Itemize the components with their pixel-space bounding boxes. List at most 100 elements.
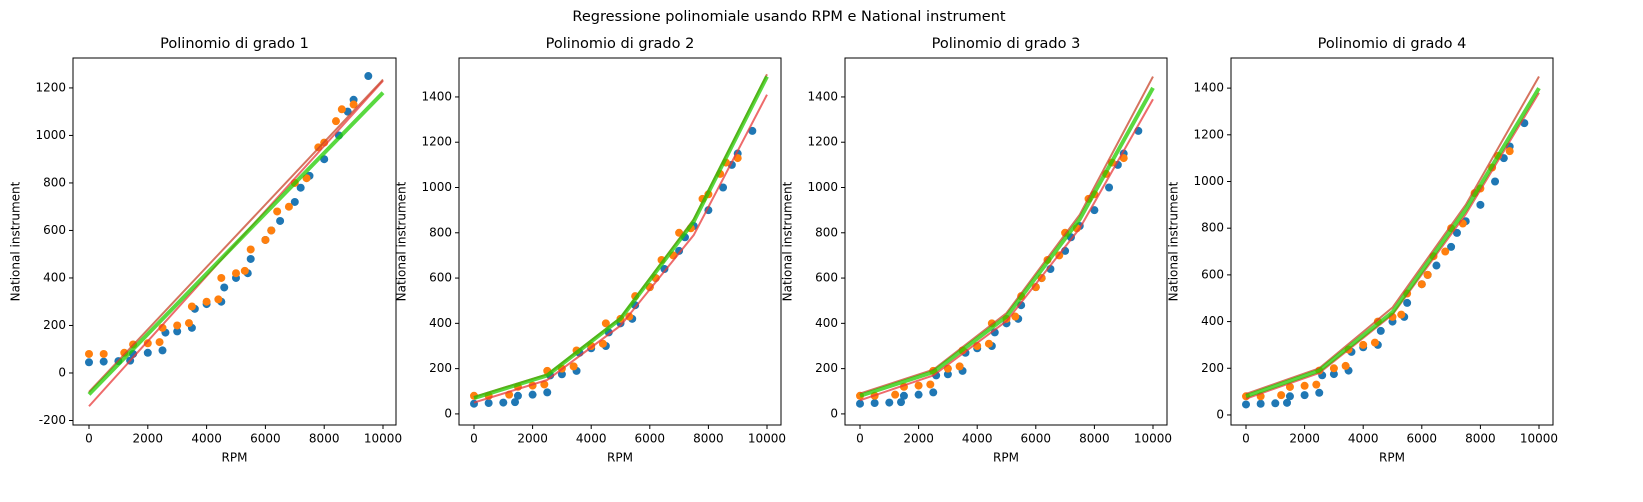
fit-line <box>88 78 384 393</box>
y-tick-label: 400 <box>815 316 838 330</box>
data-point <box>273 207 282 216</box>
data-point <box>187 302 196 311</box>
y-tick-label: 400 <box>43 270 66 284</box>
data-point <box>1359 340 1368 349</box>
axes-frame <box>458 57 782 426</box>
x-tick-label: 10000 <box>364 432 402 446</box>
data-point <box>173 327 182 336</box>
x-tick-label: 10000 <box>1520 432 1558 446</box>
y-tick-label: 1400 <box>807 89 838 103</box>
data-point <box>943 370 952 379</box>
data-point <box>1315 388 1324 397</box>
data-point <box>484 399 493 408</box>
y-tick-label: 600 <box>43 223 66 237</box>
y-tick-label: 200 <box>429 361 452 375</box>
x-tick-label: 4000 <box>962 432 993 446</box>
data-point <box>499 398 508 407</box>
data-point <box>1476 200 1485 209</box>
x-tick-label: 6000 <box>1407 432 1438 446</box>
data-point <box>1271 399 1280 408</box>
axes-frame <box>844 57 1168 426</box>
data-point <box>1423 270 1432 279</box>
y-tick-label: 200 <box>43 318 66 332</box>
y-tick-label: 400 <box>1201 314 1224 328</box>
x-tick-label: 2000 <box>903 432 934 446</box>
y-tick-label: 600 <box>815 271 838 285</box>
data-point <box>660 265 669 274</box>
fit-line <box>1245 92 1540 400</box>
y-tick-label: 600 <box>429 271 452 285</box>
data-point <box>1397 310 1406 319</box>
fit-line <box>859 98 1154 402</box>
data-point <box>331 117 340 126</box>
x-tick-label: 4000 <box>576 432 607 446</box>
data-point <box>1105 183 1114 192</box>
y-axis-label: National instrument <box>9 181 23 301</box>
y-tick-label: 1000 <box>1193 174 1224 188</box>
data-point <box>184 319 193 328</box>
subplot: Polinomio di grado 1 RPM National instrume… <box>9 36 403 465</box>
data-point <box>1090 206 1099 215</box>
data-point <box>926 380 935 389</box>
data-point <box>1312 380 1321 389</box>
y-tick-label: 1400 <box>1193 81 1224 95</box>
data-point <box>99 349 108 358</box>
data-point <box>914 381 923 390</box>
y-tick-label: 1200 <box>807 135 838 149</box>
x-axis-label: RPM <box>222 451 248 465</box>
data-point <box>267 226 276 235</box>
subplot: Polinomio di grado 3 RPM National instrume… <box>781 36 1173 465</box>
axes-frame <box>1230 57 1554 426</box>
data-point <box>214 295 223 304</box>
y-tick-label: 800 <box>1201 221 1224 235</box>
x-tick-label: 0 <box>85 432 93 446</box>
fit-line <box>473 73 768 398</box>
data-point <box>246 245 255 254</box>
data-point <box>984 339 993 348</box>
data-point <box>276 216 285 225</box>
subplot-title: Polinomio di grado 4 <box>1318 36 1467 52</box>
x-tick-label: 2000 <box>1289 432 1320 446</box>
data-point <box>1432 261 1441 270</box>
data-point <box>557 370 566 379</box>
y-tick-label: 1400 <box>421 89 452 103</box>
data-point <box>290 197 299 206</box>
data-point <box>158 346 167 355</box>
data-point <box>569 362 578 371</box>
data-point <box>84 358 93 367</box>
data-point <box>84 349 93 358</box>
x-tick-label: 4000 <box>1348 432 1379 446</box>
fit-line <box>473 94 768 404</box>
x-tick-label: 2000 <box>517 432 548 446</box>
fit-line <box>859 76 1154 395</box>
data-point <box>296 183 305 192</box>
x-tick-label: 10000 <box>748 432 786 446</box>
data-point <box>1417 280 1426 289</box>
plot-area <box>470 73 769 408</box>
data-point <box>220 283 229 292</box>
data-point <box>748 126 757 135</box>
data-point <box>217 273 226 282</box>
x-tick-label: 4000 <box>191 432 222 446</box>
y-tick-label: 0 <box>444 406 452 420</box>
y-axis-label: National instrument <box>1167 181 1181 301</box>
data-point <box>528 390 537 399</box>
y-tick-label: 1200 <box>35 80 66 94</box>
data-point <box>899 391 908 400</box>
fit-line <box>473 75 769 400</box>
data-point <box>1329 370 1338 379</box>
y-tick-label: 1200 <box>1193 127 1224 141</box>
y-tick-label: 1000 <box>807 180 838 194</box>
y-tick-label: 0 <box>58 365 66 379</box>
data-point <box>246 254 255 263</box>
data-point <box>1376 326 1385 335</box>
data-point <box>1329 364 1338 373</box>
subplot-title: Polinomio di grado 2 <box>546 36 695 52</box>
x-axis-label: RPM <box>993 451 1019 465</box>
x-tick-label: 8000 <box>309 432 340 446</box>
data-point <box>856 399 865 408</box>
data-point <box>543 388 552 397</box>
y-tick-label: 200 <box>1201 361 1224 375</box>
fit-line <box>1245 87 1541 399</box>
data-point <box>1403 298 1412 307</box>
